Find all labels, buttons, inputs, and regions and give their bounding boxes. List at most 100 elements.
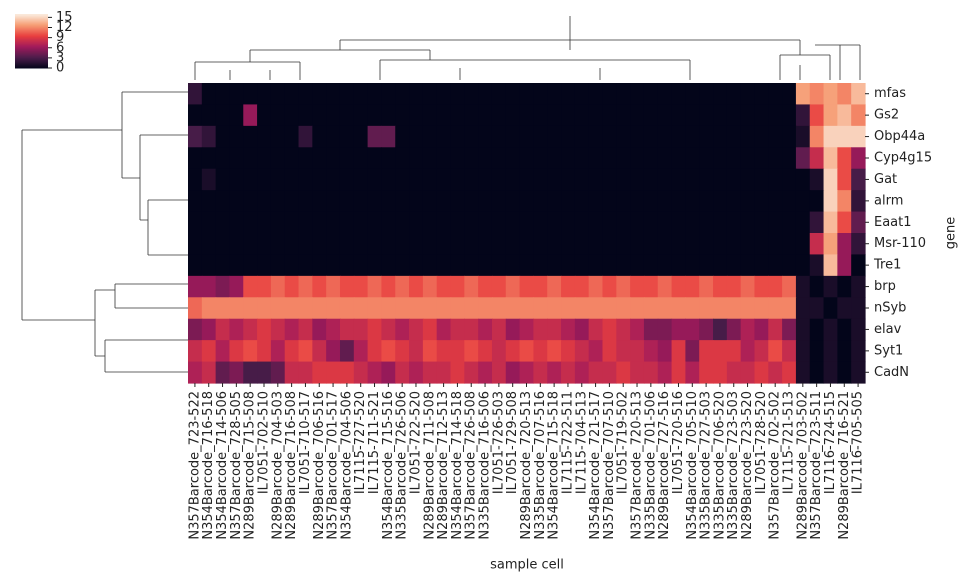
- heatmap-cell: [602, 104, 617, 127]
- heatmap-cell: [671, 297, 686, 320]
- heatmap-cell: [630, 340, 645, 363]
- heatmap-cell: [616, 340, 631, 363]
- heatmap-cell: [740, 125, 756, 148]
- colorbar-tick-label: 0: [56, 61, 64, 76]
- heatmap-cell: [491, 147, 507, 170]
- heatmap-cell: [533, 190, 548, 213]
- heatmap-cell: [353, 147, 369, 170]
- heatmap-cell: [782, 125, 797, 148]
- colorbar-step: [15, 25, 48, 28]
- heatmap-cell: [450, 147, 465, 170]
- heatmap-cell: [326, 361, 341, 384]
- heatmap-cell: [284, 254, 300, 277]
- heatmap-cell: [726, 125, 742, 148]
- heatmap-cell: [795, 190, 811, 213]
- heatmap-cell: [616, 168, 631, 191]
- y-tick-label: Eaat1: [874, 215, 912, 230]
- heatmap-cell: [312, 340, 327, 363]
- x-tick-label: N357Barcode_728-505: [229, 391, 244, 540]
- heatmap-cell: [547, 233, 562, 256]
- heatmap-cell: [491, 275, 507, 298]
- heatmap-cell: [188, 83, 203, 106]
- heatmap-cell: [505, 147, 521, 170]
- heatmap-cell: [215, 104, 231, 127]
- heatmap-cell: [519, 318, 535, 341]
- heatmap-cell: [422, 190, 438, 213]
- heatmap-cell: [409, 190, 424, 213]
- heatmap-cell: [409, 275, 424, 298]
- heatmap-cell: [505, 190, 521, 213]
- heatmap-cell: [630, 254, 645, 277]
- heatmap-cell: [422, 318, 438, 341]
- heatmap-cell: [353, 104, 369, 127]
- x-tick-label: N289Barcode_720-513: [519, 391, 534, 540]
- heatmap-cell: [671, 318, 686, 341]
- heatmap-cell: [561, 168, 576, 191]
- heatmap-cell: [713, 83, 728, 106]
- heatmap-cell: [768, 361, 783, 384]
- heatmap-cell: [547, 254, 562, 277]
- heatmap-cell: [381, 275, 396, 298]
- heatmap-cell: [339, 190, 355, 213]
- x-tick-label: N335Barcode_727-503: [699, 391, 714, 540]
- heatmap-cell: [782, 361, 797, 384]
- heatmap-cell: [574, 297, 590, 320]
- heatmap-cell: [768, 83, 783, 106]
- heatmap-cell: [561, 125, 576, 148]
- colorbar-step: [15, 20, 48, 22]
- x-tick-label: IL7115-721-513: [782, 391, 797, 494]
- x-tick-label: N354Barcode_716-518: [201, 391, 216, 540]
- heatmap-cell: [809, 125, 825, 148]
- heatmap-cell: [851, 190, 866, 213]
- x-tick-label: IL7051-722-520: [408, 391, 423, 494]
- colorbar-step: [15, 28, 48, 30]
- x-tick-label: IL7051-710-517: [298, 391, 313, 494]
- heatmap-cell: [837, 254, 852, 277]
- heatmap-cell: [229, 340, 244, 363]
- colorbar-step: [15, 62, 48, 64]
- heatmap-cell: [519, 104, 535, 127]
- heatmap-cell: [740, 211, 756, 234]
- heatmap-cell: [685, 83, 700, 106]
- colorbar-step: [15, 64, 48, 66]
- heatmap-cell: [229, 104, 244, 127]
- heatmap-cell: [616, 254, 631, 277]
- heatmap-cell: [339, 340, 355, 363]
- heatmap-cell: [201, 190, 217, 213]
- heatmap-cell: [257, 297, 272, 320]
- heatmap-cell: [851, 233, 866, 256]
- heatmap-cell: [201, 340, 217, 363]
- heatmap-cell: [740, 168, 756, 191]
- heatmap-cell: [505, 275, 521, 298]
- heatmap-cell: [215, 340, 231, 363]
- heatmap-cell: [671, 254, 686, 277]
- colorbar-step: [15, 30, 48, 32]
- heatmap-cell: [491, 168, 507, 191]
- heatmap-cell: [353, 168, 369, 191]
- heatmap-cell: [574, 104, 590, 127]
- heatmap-cell: [478, 83, 493, 106]
- heatmap-cell: [588, 168, 604, 191]
- colorbar-step: [15, 14, 48, 16]
- x-tick-label: IL7115-704-513: [574, 391, 589, 494]
- y-tick-label: Msr-110: [874, 236, 926, 251]
- heatmap-cell: [298, 233, 313, 256]
- heatmap-cell: [395, 233, 410, 256]
- heatmap-cell: [188, 147, 203, 170]
- heatmap-cell: [851, 83, 866, 106]
- heatmap-cell: [243, 168, 258, 191]
- heatmap-cell: [395, 125, 410, 148]
- heatmap-cell: [201, 233, 217, 256]
- heatmap-cell: [657, 340, 673, 363]
- heatmap-cell: [574, 275, 590, 298]
- heatmap-cell: [533, 275, 548, 298]
- heatmap-cell: [270, 190, 286, 213]
- heatmap-cell: [837, 233, 852, 256]
- heatmap-cell: [616, 147, 631, 170]
- heatmap-cell: [685, 125, 700, 148]
- heatmap-cell: [409, 254, 424, 277]
- heatmap-cell: [257, 361, 272, 384]
- heatmap-cell: [312, 233, 327, 256]
- heatmap-cell: [464, 190, 479, 213]
- heatmap-cell: [436, 211, 452, 234]
